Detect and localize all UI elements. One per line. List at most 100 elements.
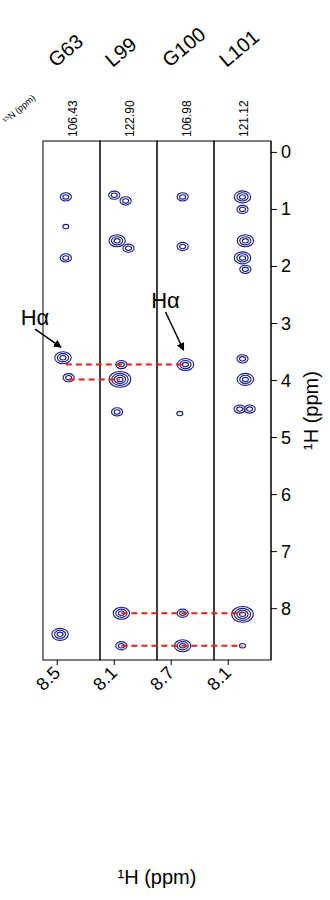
strip-frame (43, 141, 100, 660)
chart: 8.5106.43G638.1122.90L998.7106.98G1008.1… (0, 0, 330, 900)
annotation-label: Hα (21, 305, 50, 330)
contour (183, 362, 189, 366)
contour (55, 630, 66, 638)
peak (240, 265, 251, 273)
contour (247, 407, 253, 411)
contour (112, 237, 123, 245)
y-tick-label: 3 (281, 314, 291, 334)
connections (66, 365, 243, 646)
contour (109, 235, 125, 247)
contour (240, 357, 246, 361)
contour (237, 610, 248, 618)
contour (52, 628, 68, 640)
peak (123, 244, 134, 252)
connection-line (121, 645, 242, 647)
annotation-arrow (35, 329, 61, 347)
y-tick (271, 551, 277, 552)
x-tick (171, 660, 172, 665)
strip-frame (100, 141, 157, 660)
contour (232, 606, 254, 622)
contour (240, 256, 246, 260)
contour (180, 195, 186, 199)
peak (63, 224, 69, 228)
y-tick-label: 8 (281, 599, 291, 619)
peak (109, 235, 125, 247)
peak (55, 352, 71, 364)
strip-label: G100 (158, 23, 210, 71)
y-tick (271, 494, 277, 495)
contour (60, 254, 71, 262)
contour (242, 239, 248, 243)
y-tick-label: 7 (281, 542, 291, 562)
contour (240, 195, 246, 199)
contour (177, 242, 188, 250)
contour (177, 411, 183, 415)
x-tick-label: 8.1 (89, 663, 121, 695)
connection-line (69, 378, 120, 380)
y-tick-label: 5 (281, 428, 291, 448)
contour (180, 244, 186, 248)
x-tick (114, 660, 115, 665)
contour (234, 608, 250, 620)
peak (60, 193, 71, 201)
contour (237, 355, 248, 363)
contour (234, 191, 250, 203)
y-tick (271, 209, 277, 210)
peak (177, 193, 188, 201)
contour (123, 244, 134, 252)
peak (177, 242, 188, 250)
y-tick (271, 323, 277, 324)
contour (126, 246, 132, 250)
peak (237, 235, 253, 247)
y-axis-line (271, 141, 272, 660)
contour (242, 377, 248, 381)
contour (237, 373, 253, 385)
peak (237, 355, 248, 363)
y-tick (271, 437, 277, 438)
y-tick (271, 608, 277, 609)
n15-value: 121.12 (237, 100, 251, 137)
y-tick-label: 4 (281, 371, 291, 391)
peak (237, 373, 253, 385)
peak (234, 252, 250, 264)
peak (63, 374, 74, 382)
peak (234, 191, 250, 203)
contour (240, 375, 251, 383)
y-tick-label: 2 (281, 256, 291, 276)
contour (237, 407, 243, 411)
x-tick-label: 8.7 (146, 663, 178, 695)
contour (120, 197, 131, 205)
contour (60, 356, 66, 360)
peak (237, 205, 248, 213)
n15-value: 122.90 (123, 100, 137, 137)
peak (232, 606, 254, 622)
contour (57, 354, 68, 362)
strip-label: L101 (215, 26, 263, 71)
contour (237, 193, 248, 201)
x-tick-label: 8.5 (32, 663, 64, 695)
strip-label: L99 (101, 33, 141, 71)
strip-peaks (109, 191, 134, 650)
contour (109, 191, 120, 199)
annotation-arrow (166, 312, 184, 350)
contour (63, 374, 74, 382)
peak (109, 191, 120, 199)
strip-peaks (52, 193, 74, 641)
x-axis-title: ¹H (ppm) (118, 866, 197, 888)
n15-value: 106.43 (66, 100, 80, 137)
connection-line (66, 364, 186, 366)
contour (234, 252, 250, 264)
peak (60, 254, 71, 262)
contour (60, 193, 71, 201)
peak (177, 411, 183, 415)
contour (244, 405, 255, 413)
contour (111, 193, 117, 197)
peak (244, 405, 255, 413)
y-tick (271, 152, 277, 153)
y-tick-label: 0 (281, 142, 291, 162)
contour (240, 207, 246, 211)
strip-peaks (232, 191, 256, 648)
contour (63, 224, 69, 228)
peak (52, 628, 68, 640)
contour (240, 237, 251, 245)
